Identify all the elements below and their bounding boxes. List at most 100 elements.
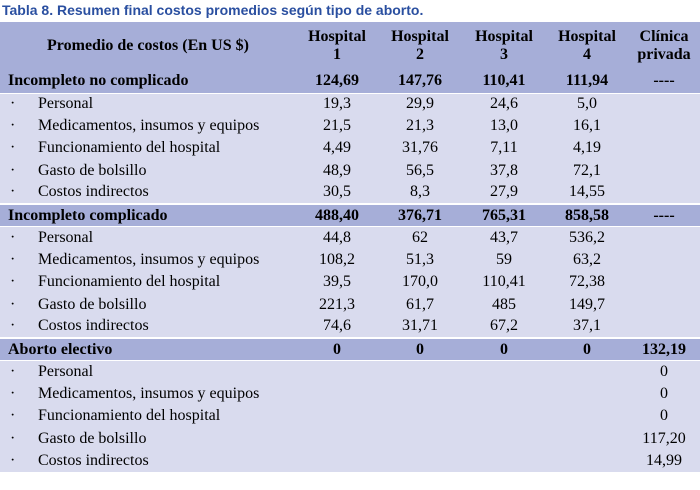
value-cell <box>296 405 378 428</box>
section-title: Aborto electivo <box>0 337 296 362</box>
row-label-cell: · Funcionamiento del hospital <box>0 137 296 160</box>
header-line2: 2 <box>416 46 424 63</box>
value-cell <box>628 226 700 250</box>
table-header: Promedio de costos (En US $) Hospital 1 … <box>0 22 700 70</box>
value-cell: 29,9 <box>378 93 462 116</box>
bullet-icon: · <box>10 251 16 269</box>
bullet-icon: · <box>10 95 16 113</box>
value-cell: 19,3 <box>296 93 378 116</box>
table-row: · Personal 44,8 62 43,7 536,2 <box>0 226 700 250</box>
value-cell <box>378 360 462 384</box>
section-total-cell: 110,41 <box>462 70 546 94</box>
value-cell: 110,41 <box>462 271 546 294</box>
row-label-cell: · Medicamentos, insumos y equipos <box>0 383 296 406</box>
value-cell: 536,2 <box>546 226 628 250</box>
row-label-cell: · Costos indirectos <box>0 449 296 472</box>
value-cell: 16,1 <box>546 115 628 138</box>
value-cell: 51,3 <box>378 249 462 272</box>
row-label: Medicamentos, insumos y equipos <box>38 385 260 403</box>
value-cell <box>296 427 378 450</box>
value-cell: 31,76 <box>378 137 462 160</box>
value-cell <box>296 360 378 384</box>
value-cell: 21,5 <box>296 115 378 138</box>
header-line1: Hospital <box>558 28 616 45</box>
row-label-cell: · Gasto de bolsillo <box>0 427 296 450</box>
section-total-cell: 765,31 <box>462 203 546 228</box>
section-total-cell: 124,69 <box>296 70 378 94</box>
value-cell: 221,3 <box>296 293 378 316</box>
value-cell: 170,0 <box>378 271 462 294</box>
row-label: Gasto de bolsillo <box>38 429 147 447</box>
value-cell: 56,5 <box>378 159 462 182</box>
value-cell: 4,49 <box>296 137 378 160</box>
value-cell: 7,11 <box>462 137 546 160</box>
value-cell: 59 <box>462 249 546 272</box>
row-label: Gasto de bolsillo <box>38 295 147 313</box>
value-cell <box>628 159 700 182</box>
row-label: Costos indirectos <box>38 183 149 201</box>
value-cell: 31,71 <box>378 315 462 339</box>
value-cell <box>628 293 700 316</box>
row-label-cell: · Gasto de bolsillo <box>0 159 296 182</box>
section-title: Incompleto complicado <box>0 203 296 228</box>
bullet-icon: · <box>10 273 16 291</box>
bullet-icon: · <box>10 117 16 135</box>
header-hospital-3: Hospital 3 <box>462 22 546 70</box>
value-cell: 72,38 <box>546 271 628 294</box>
table-row: · Medicamentos, insumos y equipos 0 <box>0 383 700 406</box>
row-label-cell: · Personal <box>0 226 296 250</box>
value-cell <box>462 449 546 472</box>
value-cell: 44,8 <box>296 226 378 250</box>
row-label: Personal <box>38 95 94 113</box>
value-cell: 5,0 <box>546 93 628 116</box>
bullet-icon: · <box>10 139 16 157</box>
value-cell: 485 <box>462 293 546 316</box>
row-label: Medicamentos, insumos y equipos <box>38 117 260 135</box>
row-label: Gasto de bolsillo <box>38 161 147 179</box>
section-total-cell: 376,71 <box>378 203 462 228</box>
value-cell: 0 <box>628 405 700 428</box>
table-caption: Tabla 8. Resumen final costos promedios … <box>2 2 424 18</box>
value-cell <box>462 383 546 406</box>
table-row: · Funcionamiento del hospital 0 <box>0 405 700 428</box>
value-cell <box>546 360 628 384</box>
row-label: Funcionamiento del hospital <box>38 139 221 157</box>
row-label-cell: · Personal <box>0 360 296 384</box>
section-total-cell: 488,40 <box>296 203 378 228</box>
section-total-cell: 0 <box>462 337 546 362</box>
value-cell: 14,99 <box>628 449 700 472</box>
header-line1: Hospital <box>308 28 366 45</box>
value-cell: 8,3 <box>378 181 462 205</box>
table-row: · Gasto de bolsillo 117,20 <box>0 427 700 450</box>
row-label-cell: · Costos indirectos <box>0 315 296 339</box>
section-total-cell: 0 <box>546 337 628 362</box>
bullet-icon: · <box>10 161 16 179</box>
row-label-cell: · Medicamentos, insumos y equipos <box>0 115 296 138</box>
table-row: · Costos indirectos 30,5 8,3 27,9 14,55 <box>0 181 700 205</box>
bullet-icon: · <box>10 183 16 201</box>
value-cell <box>462 405 546 428</box>
value-cell: 108,2 <box>296 249 378 272</box>
header-line2: privada <box>637 46 691 63</box>
row-label-cell: · Medicamentos, insumos y equipos <box>0 249 296 272</box>
value-cell <box>546 405 628 428</box>
row-label-cell: · Costos indirectos <box>0 181 296 205</box>
row-label: Costos indirectos <box>38 317 149 335</box>
table-row: · Medicamentos, insumos y equipos 108,2 51,… <box>0 249 700 272</box>
value-cell: 37,8 <box>462 159 546 182</box>
header-label: Promedio de costos (En US $) <box>0 22 296 70</box>
header-line1: Clínica <box>639 28 689 45</box>
value-cell: 13,0 <box>462 115 546 138</box>
bullet-icon: · <box>10 229 16 247</box>
value-cell: 0 <box>628 360 700 384</box>
table-row: · Gasto de bolsillo 48,9 56,5 37,8 72,1 <box>0 159 700 182</box>
table-row: · Personal 19,3 29,9 24,6 5,0 <box>0 93 700 116</box>
value-cell: 39,5 <box>296 271 378 294</box>
section-group: Incompleto no complicado 124,69 147,76 110,… <box>0 70 700 205</box>
row-label-cell: · Personal <box>0 93 296 116</box>
cost-summary-table: Promedio de costos (En US $) Hospital 1 … <box>0 22 700 472</box>
value-cell: 61,7 <box>378 293 462 316</box>
table-row: · Costos indirectos 74,6 31,71 67,2 37,1 <box>0 315 700 339</box>
value-cell <box>628 93 700 116</box>
value-cell: 117,20 <box>628 427 700 450</box>
